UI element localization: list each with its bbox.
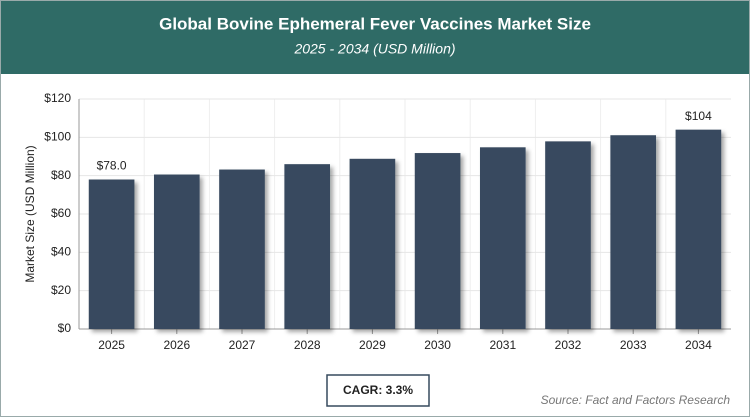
bar — [153, 174, 200, 329]
x-tick-label: 2029 — [359, 338, 386, 352]
y-tick-label: $80 — [51, 168, 71, 182]
x-tick-label: 2025 — [98, 338, 125, 352]
value-label: $78.0 — [97, 159, 127, 173]
y-tick-label: $40 — [51, 245, 71, 259]
value-label: $104 — [685, 109, 712, 123]
y-tick-label: $60 — [51, 206, 71, 220]
chart-title: Global Bovine Ephemeral Fever Vaccines M… — [159, 14, 591, 33]
x-tick-label: 2026 — [163, 338, 190, 352]
x-tick-label: 2030 — [424, 338, 451, 352]
y-tick-label: $100 — [44, 130, 71, 144]
x-tick-label: 2032 — [555, 338, 582, 352]
bar — [284, 164, 331, 329]
y-tick-label: $20 — [51, 283, 71, 297]
bar — [610, 135, 657, 329]
x-tick-label: 2031 — [489, 338, 516, 352]
x-tick-label: 2034 — [685, 338, 712, 352]
y-axis-label: Market Size (USD Million) — [23, 145, 37, 282]
x-tick-label: 2027 — [229, 338, 256, 352]
chart-subtitle: 2025 - 2034 (USD Million) — [293, 41, 455, 57]
bar — [479, 147, 526, 329]
bar — [349, 158, 396, 329]
bar — [414, 153, 461, 329]
x-tick-label: 2033 — [620, 338, 647, 352]
header-band — [1, 1, 749, 74]
y-tick-label: $120 — [44, 91, 71, 105]
y-tick-label: $0 — [58, 321, 72, 335]
bar — [88, 179, 135, 329]
bar — [545, 141, 591, 329]
cagr-label: CAGR: 3.3% — [343, 383, 413, 397]
cagr-box — [326, 374, 430, 407]
bar — [219, 169, 265, 329]
source-note: Source: Fact and Factors Research — [541, 393, 731, 407]
x-tick-label: 2028 — [294, 338, 321, 352]
bar — [675, 129, 722, 329]
